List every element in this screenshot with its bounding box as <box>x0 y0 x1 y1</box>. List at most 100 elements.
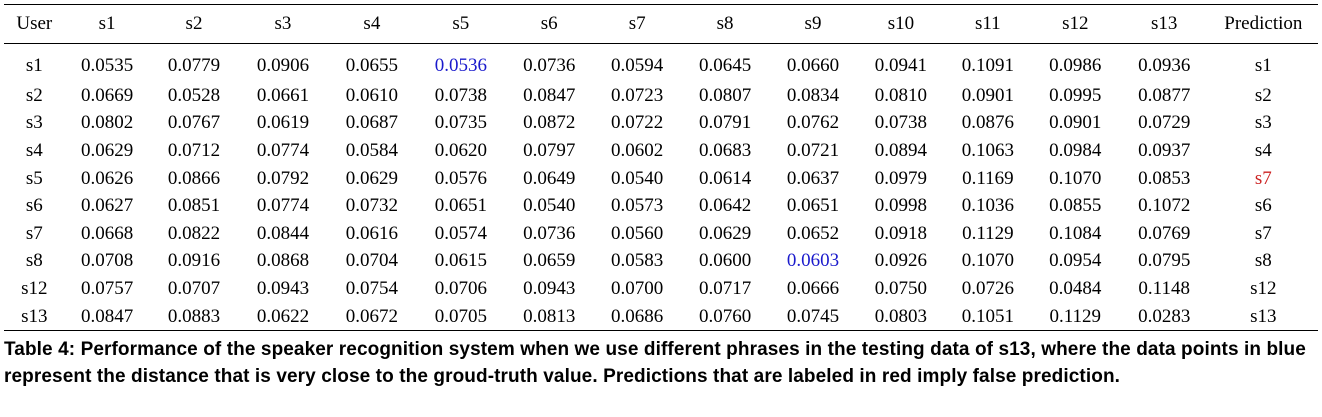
distance-cell: 0.0774 <box>256 195 310 217</box>
distance-cell: 0.1051 <box>944 302 1031 332</box>
distance-cell: 0.0708 <box>80 250 134 272</box>
user-cell: s13 <box>4 302 65 332</box>
distance-cell: 0.0750 <box>874 277 928 299</box>
distance-cell: 0.0629 <box>698 222 752 244</box>
distance-cell: 0.0721 <box>786 139 840 161</box>
distance-cell: 0.0762 <box>786 112 840 134</box>
table-row: s6 0.0627 0.0851 0.0774 0.0732 0.0651 0.0540 0.… <box>4 192 1318 220</box>
distance-cell: 0.0795 <box>1138 250 1191 272</box>
distance-cell: 0.0672 <box>327 302 417 332</box>
distance-cell: 0.0669 <box>80 84 134 106</box>
distance-cell: 0.0851 <box>167 195 221 217</box>
distance-cell: 0.1072 <box>1138 195 1191 217</box>
distance-cell: 0.0540 <box>523 195 576 217</box>
distance-cell: 0.0894 <box>874 139 928 161</box>
distance-cell: 0.0622 <box>238 302 328 332</box>
header-row: User s1 s2 s3 s4 s5 s6 s7 s8 s9 s10 s11 s12 s13 Predic… <box>4 4 1318 44</box>
distance-cell: 0.0651 <box>786 195 840 217</box>
distance-cell: 0.0735 <box>434 112 487 134</box>
distance-cell: 0.0918 <box>874 222 928 244</box>
distance-cell: 0.0540 <box>611 167 664 189</box>
distance-cell: 0.0937 <box>1138 139 1191 161</box>
distance-cell: 0.0484 <box>1049 277 1102 299</box>
table-row: s4 0.0629 0.0712 0.0774 0.0584 0.0620 0.0797 0.… <box>4 137 1318 165</box>
distance-cell: 0.1091 <box>961 55 1014 76</box>
column-header: s3 <box>238 4 328 44</box>
column-header: s11 <box>944 4 1031 44</box>
distance-cell: 0.0855 <box>1049 195 1102 217</box>
distance-cell: 0.1084 <box>1049 222 1102 244</box>
distance-cell: 0.0600 <box>698 250 752 272</box>
prediction-cell: s12 <box>1250 277 1277 299</box>
distance-cell: 0.0797 <box>523 139 576 161</box>
distance-cell: 0.0901 <box>961 84 1014 106</box>
column-header: s1 <box>64 4 150 44</box>
prediction-cell: s4 <box>1254 139 1272 161</box>
distance-cell: 0.0594 <box>611 55 664 76</box>
distance-cell: 0.0576 <box>434 167 487 189</box>
table-row: s3 0.0802 0.0767 0.0619 0.0687 0.0735 0.0872 0.… <box>4 110 1318 138</box>
distance-cell: 0.0610 <box>345 84 398 106</box>
distance-cell: 0.0602 <box>611 139 664 161</box>
distance-cell: 0.0760 <box>681 302 770 332</box>
user-cell: s2 <box>25 84 43 106</box>
distance-cell: 0.0844 <box>256 222 310 244</box>
distance-cell: 0.0943 <box>256 277 310 299</box>
distance-cell: 0.0998 <box>874 195 928 217</box>
distance-cell: 0.0847 <box>64 302 150 332</box>
distance-cell: 0.0906 <box>256 55 310 76</box>
distance-cell: 0.0901 <box>1049 112 1102 134</box>
distance-cell: 0.0941 <box>874 55 928 76</box>
distance-cell: 0.0868 <box>256 250 310 272</box>
distance-cell: 0.0736 <box>523 222 576 244</box>
column-header: s9 <box>769 4 857 44</box>
distance-cell: 0.0876 <box>961 112 1014 134</box>
distance-cell: 0.0943 <box>523 277 576 299</box>
distance-cell: 0.0712 <box>167 139 221 161</box>
distance-cell: 0.0729 <box>1138 112 1191 134</box>
distance-cell: 0.0652 <box>786 222 840 244</box>
distance-cell: 0.0834 <box>786 84 840 106</box>
table-row: s8 0.0708 0.0916 0.0868 0.0704 0.0615 0.0659 0.… <box>4 248 1318 276</box>
distance-cell: 0.0620 <box>434 139 487 161</box>
distance-cell: 0.0877 <box>1138 84 1191 106</box>
table-row: s13 0.0847 0.0883 0.0622 0.0672 0.0705 0.0813 0… <box>4 302 1318 332</box>
distance-cell: 0.0792 <box>256 167 310 189</box>
user-cell: s4 <box>25 139 43 161</box>
distance-cell: 0.0853 <box>1138 167 1191 189</box>
distance-cell: 0.0637 <box>786 167 840 189</box>
distance-cell: 0.0603 <box>786 250 840 272</box>
table-row: s12 0.0757 0.0707 0.0943 0.0754 0.0706 0.0943 0… <box>4 275 1318 303</box>
distance-cell: 0.0847 <box>523 84 576 106</box>
table-body: s1 0.0535 0.0779 0.0906 0.0655 0.0536 0.0736 0.… <box>4 44 1318 332</box>
table-row: s7 0.0668 0.0822 0.0844 0.0616 0.0574 0.0736 0.… <box>4 220 1318 248</box>
table-row: s5 0.0626 0.0866 0.0792 0.0629 0.0576 0.0649 0.… <box>4 165 1318 193</box>
distance-cell: 0.0659 <box>523 250 576 272</box>
distance-cell: 0.0866 <box>167 167 221 189</box>
distance-cell: 0.0803 <box>856 302 945 332</box>
distance-cell: 0.0528 <box>167 84 221 106</box>
prediction-cell: s13 <box>1208 302 1318 332</box>
distance-cell: 0.0660 <box>786 55 840 76</box>
distance-cell: 0.0984 <box>1049 139 1102 161</box>
distance-cell: 0.0615 <box>434 250 487 272</box>
distance-cell: 0.0706 <box>434 277 487 299</box>
distance-cell: 0.0726 <box>961 277 1014 299</box>
distance-cell: 0.0686 <box>593 302 682 332</box>
distance-cell: 0.0616 <box>345 222 398 244</box>
distance-cell: 0.0738 <box>434 84 487 106</box>
distance-cell: 0.0645 <box>698 55 752 76</box>
prediction-cell: s7 <box>1254 222 1272 244</box>
distance-cell: 0.1036 <box>961 195 1014 217</box>
prediction-cell: s2 <box>1254 84 1272 106</box>
column-header: Prediction <box>1208 4 1318 44</box>
table-row: s2 0.0669 0.0528 0.0661 0.0610 0.0738 0.0847 0.… <box>4 82 1318 110</box>
distance-cell: 0.1129 <box>1030 302 1120 332</box>
distance-cell: 0.0614 <box>698 167 752 189</box>
distance-cell: 0.0627 <box>80 195 134 217</box>
distance-cell: 0.0629 <box>345 167 398 189</box>
user-cell: s8 <box>25 250 43 272</box>
distance-cell: 0.0754 <box>345 277 398 299</box>
distance-cell: 0.1148 <box>1138 277 1190 299</box>
column-header: s2 <box>149 4 239 44</box>
